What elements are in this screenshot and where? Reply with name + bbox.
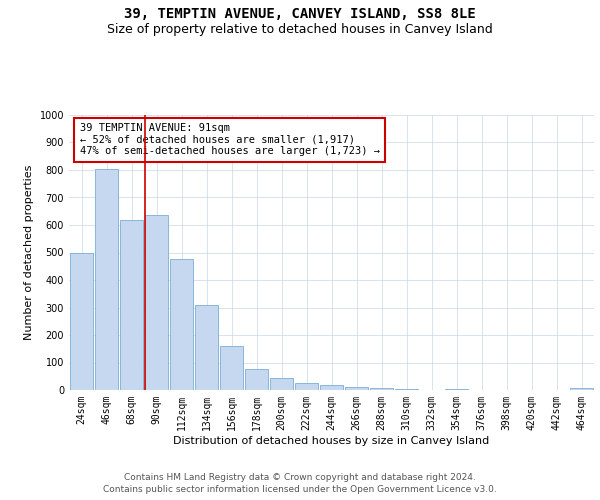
Text: 39 TEMPTIN AVENUE: 91sqm
← 52% of detached houses are smaller (1,917)
47% of sem: 39 TEMPTIN AVENUE: 91sqm ← 52% of detach… [79,123,380,156]
Bar [320,384,343,390]
Bar [170,258,193,390]
Bar [145,216,169,390]
X-axis label: Distribution of detached houses by size in Canvey Island: Distribution of detached houses by size … [173,436,490,446]
Bar [395,388,418,390]
Y-axis label: Number of detached properties: Number of detached properties [24,165,34,340]
Bar [95,168,118,390]
Bar [569,388,593,390]
Bar [220,346,244,390]
Text: 39, TEMPTIN AVENUE, CANVEY ISLAND, SS8 8LE: 39, TEMPTIN AVENUE, CANVEY ISLAND, SS8 8… [124,8,476,22]
Bar [445,389,469,390]
Bar [370,388,394,390]
Bar [70,252,94,390]
Text: Contains HM Land Registry data © Crown copyright and database right 2024.: Contains HM Land Registry data © Crown c… [124,472,476,482]
Text: Contains public sector information licensed under the Open Government Licence v3: Contains public sector information licen… [103,485,497,494]
Bar [344,386,368,390]
Text: Size of property relative to detached houses in Canvey Island: Size of property relative to detached ho… [107,22,493,36]
Bar [295,383,319,390]
Bar [269,378,293,390]
Bar [119,220,143,390]
Bar [194,304,218,390]
Bar [245,368,268,390]
